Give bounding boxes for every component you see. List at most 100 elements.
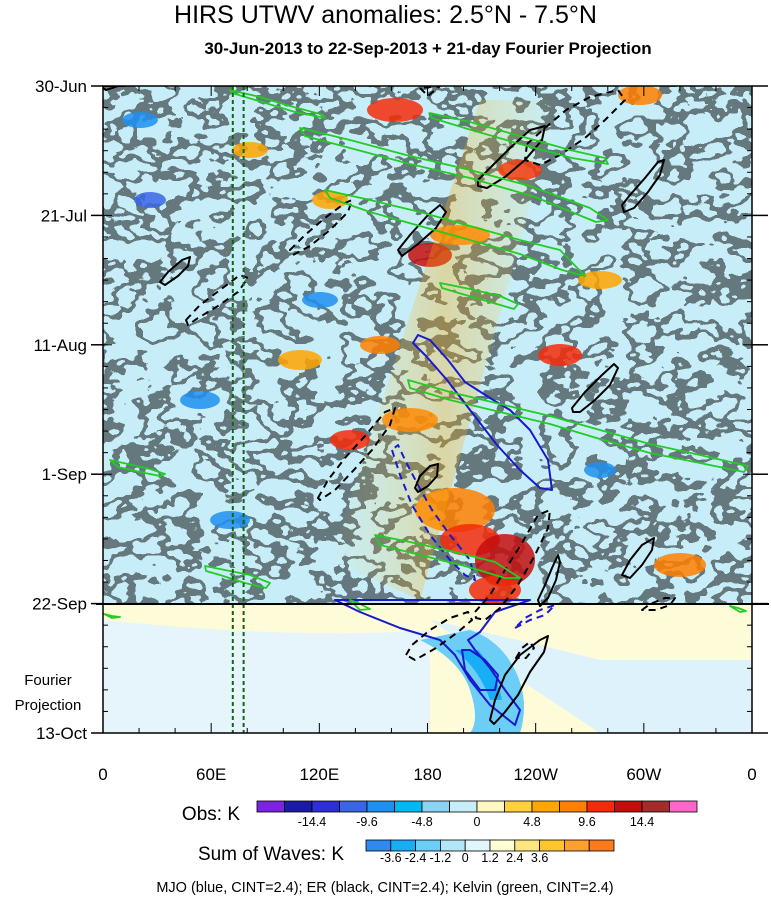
er-contour-17 <box>405 611 473 661</box>
colorbar-tick-6: 3.6 <box>531 851 548 865</box>
mjo-contour-6 <box>461 649 499 691</box>
mjo-contour-0 <box>360 12 374 26</box>
kelvin-contour-4 <box>439 282 519 310</box>
colorbar-tick-3: 0 <box>474 815 481 829</box>
obs-colorbar: Obs: K -14.4 -9.6 -4.8 0 4.8 9.6 14.4 <box>182 800 698 829</box>
y-tick-label-0: 30-Jun <box>35 77 87 96</box>
colorbar-swatch-5 <box>489 839 516 852</box>
er-contour-12 <box>474 509 551 621</box>
er-contour-6 <box>397 204 447 257</box>
guide-lines <box>231 86 245 733</box>
colorbar-swatch-5 <box>394 800 423 813</box>
colorbar-tick-4: 1.2 <box>481 851 498 865</box>
colorbar-tick-6: 14.4 <box>630 815 654 829</box>
colorbar-label: Sum of Waves: K <box>198 844 344 865</box>
er-contour-0 <box>103 86 126 91</box>
colorbar-swatch-1 <box>390 839 416 852</box>
kelvin-contour-3 <box>324 189 586 277</box>
er-contour-7 <box>159 256 191 286</box>
footer-legend: MJO (blue, CINT=2.4); ER (black, CINT=2.… <box>156 880 613 896</box>
x-tick-label-0: 0 <box>98 765 107 784</box>
mjo-contour-3 <box>412 334 553 491</box>
colorbar-swatch-7 <box>449 800 478 813</box>
colorbar-swatch-0 <box>256 800 285 813</box>
x-tick-label-5: 60W <box>626 765 661 784</box>
anomaly-field <box>103 86 752 733</box>
mjo-contour-4 <box>391 444 476 581</box>
projection-label-line1: Fourier <box>24 672 72 689</box>
colorbar-swatch-9 <box>504 800 533 813</box>
er-contour-9 <box>571 363 619 413</box>
er-contour-11 <box>414 463 439 493</box>
colorbar-swatch-2 <box>415 839 441 852</box>
er-contour-3 <box>477 125 546 189</box>
chart-subtitle: 30-Jun-2013 to 22-Sep-2013 + 21-day Four… <box>204 39 652 58</box>
wave-contours <box>103 0 749 726</box>
kelvin-contour-7 <box>374 534 521 579</box>
er-contour-14 <box>621 537 655 579</box>
y-tick-label-5: 13-Oct <box>36 724 87 743</box>
er-contour-5 <box>289 199 353 256</box>
kelvin-contour-6 <box>109 459 166 477</box>
colorbar-tick-5: 2.4 <box>506 851 523 865</box>
x-tick-label-6: 0 <box>747 765 756 784</box>
colorbar-swatch-11 <box>559 800 588 813</box>
colorbar-swatch-10 <box>531 800 560 813</box>
chart-title: HIRS UTWV anomalies: 2.5°N - 7.5°N <box>174 1 597 29</box>
y-tick-label-2: 11-Aug <box>33 336 87 355</box>
er-contour-4 <box>621 159 665 213</box>
x-axis: 0 60E 120E 180 120W 60W 0 <box>98 86 757 784</box>
colorbar-swatch-3 <box>339 800 368 813</box>
colorbar-swatch-6 <box>421 800 450 813</box>
colorbar-tick-0: -14.4 <box>298 815 327 829</box>
x-tick-label-3: 180 <box>413 765 441 784</box>
colorbar-swatch-8 <box>476 800 505 813</box>
colorbar-swatch-3 <box>439 839 466 852</box>
kelvin-contour-2 <box>299 127 609 223</box>
colorbar-swatch-4 <box>366 800 395 813</box>
y-tick-label-4: 22-Sep <box>32 595 87 614</box>
mjo-contour-2 <box>446 10 500 78</box>
x-tick-label-2: 120E <box>299 765 339 784</box>
colorbar-swatch-9 <box>588 839 615 852</box>
colorbar-swatch-14 <box>641 800 670 813</box>
mjo-contour-5 <box>334 599 531 726</box>
colorbar-swatch-8 <box>564 839 590 852</box>
colorbar-tick-2: -1.2 <box>430 851 452 865</box>
kelvin-contour-0 <box>229 89 326 119</box>
colorbar-tick-3: 0 <box>462 851 469 865</box>
x-tick-label-4: 120W <box>513 765 557 784</box>
y-tick-label-3: 1-Sep <box>42 465 87 484</box>
kelvin-contour-5 <box>407 379 749 473</box>
colorbar-label: Obs: K <box>182 804 240 825</box>
waves-colorbar: Sum of Waves: K -3.6 -2.4 -1.2 0 1.2 2.4 3.6 <box>198 839 615 865</box>
colorbar-tick-1: -9.6 <box>356 815 378 829</box>
colorbar-tick-0: -3.6 <box>380 851 402 865</box>
projection-label-line2: Projection <box>15 697 82 714</box>
x-tick-label-1: 60E <box>196 765 226 784</box>
y-axis: 30-Jun 21-Jul 11-Aug 1-Sep 22-Sep 13-Oct <box>32 77 768 743</box>
colorbar-tick-5: 9.6 <box>578 815 595 829</box>
mjo-contour-1 <box>511 0 560 15</box>
colorbar-swatch-13 <box>614 800 643 813</box>
colorbar-swatch-2 <box>311 800 340 813</box>
er-contour-2 <box>524 89 626 166</box>
colorbar-tick-2: -4.8 <box>411 815 433 829</box>
colorbar-tick-4: 4.8 <box>523 815 540 829</box>
y-tick-label-1: 21-Jul <box>41 206 87 225</box>
colorbar-swatch-15 <box>669 800 698 813</box>
colorbar-swatch-0 <box>365 839 392 852</box>
kelvin-contour-1 <box>429 112 609 165</box>
mjo-contour-7 <box>514 604 556 629</box>
er-contour-15 <box>641 597 676 611</box>
er-contour-16 <box>489 635 549 725</box>
er-contour-18 <box>515 641 535 659</box>
colorbar-swatch-12 <box>586 800 615 813</box>
kelvin-contour-9 <box>349 599 371 611</box>
kelvin-contour-11 <box>729 605 747 613</box>
colorbar-tick-1: -2.4 <box>405 851 427 865</box>
colorbar-swatch-1 <box>284 800 313 813</box>
colorbar-swatch-6 <box>514 839 540 852</box>
colorbar-swatch-7 <box>539 839 565 852</box>
